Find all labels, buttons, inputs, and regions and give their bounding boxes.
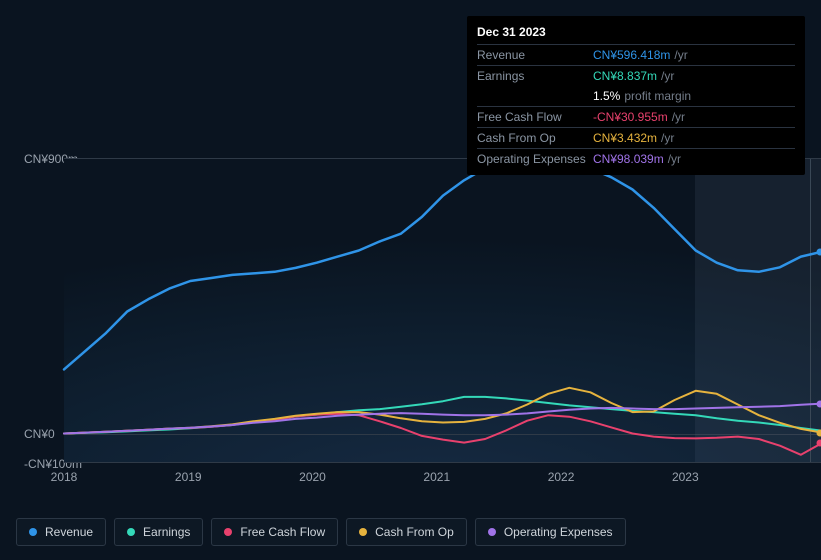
tooltip-label: Earnings	[477, 69, 593, 83]
series-opex	[64, 404, 821, 434]
tooltip-label: Operating Expenses	[477, 152, 593, 166]
chart-legend: Revenue Earnings Free Cash Flow Cash From O…	[16, 518, 626, 546]
tooltip-row: Operating ExpensesCN¥98.039m/yr	[477, 148, 795, 169]
tooltip-row: RevenueCN¥596.418m/yr	[477, 44, 795, 65]
x-tick: 2023	[672, 470, 699, 484]
legend-label: Free Cash Flow	[240, 525, 325, 539]
series-end-marker	[817, 400, 821, 407]
legend-label: Operating Expenses	[504, 525, 613, 539]
legend-label: Revenue	[45, 525, 93, 539]
tooltip-row: Cash From OpCN¥3.432m/yr	[477, 127, 795, 148]
tooltip-row: EarningsCN¥8.837m/yr	[477, 65, 795, 86]
x-tick: 2022	[548, 470, 575, 484]
legend-dot	[29, 528, 37, 536]
chart-lines	[64, 159, 821, 464]
x-tick: 2019	[175, 470, 202, 484]
chart-plot-area[interactable]	[64, 158, 821, 463]
legend-item[interactable]: Cash From Op	[346, 518, 467, 546]
series-fcf	[64, 414, 821, 455]
legend-dot	[359, 528, 367, 536]
tooltip-value: -CN¥30.955m/yr	[593, 110, 685, 124]
tooltip-row: 1.5%profit margin	[477, 86, 795, 106]
tooltip-label	[477, 89, 593, 103]
tooltip-value: CN¥8.837m/yr	[593, 69, 674, 83]
legend-label: Earnings	[143, 525, 190, 539]
legend-dot	[224, 528, 232, 536]
chart-tooltip: Dec 31 2023 RevenueCN¥596.418m/yrEarning…	[467, 16, 805, 175]
series-end-marker	[817, 429, 821, 436]
legend-label: Cash From Op	[375, 525, 454, 539]
tooltip-date: Dec 31 2023	[477, 22, 795, 44]
x-tick: 2020	[299, 470, 326, 484]
legend-item[interactable]: Revenue	[16, 518, 106, 546]
series-end-marker	[817, 248, 821, 255]
series-revenue	[64, 159, 821, 369]
legend-item[interactable]: Earnings	[114, 518, 203, 546]
tooltip-value: CN¥3.432m/yr	[593, 131, 674, 145]
tooltip-label: Revenue	[477, 48, 593, 62]
tooltip-row: Free Cash Flow-CN¥30.955m/yr	[477, 106, 795, 127]
tooltip-label: Cash From Op	[477, 131, 593, 145]
legend-item[interactable]: Operating Expenses	[475, 518, 626, 546]
x-tick: 2021	[423, 470, 450, 484]
tooltip-label: Free Cash Flow	[477, 110, 593, 124]
x-axis: 201820192020202120222023	[64, 470, 821, 492]
y-label-zero: CN¥0	[24, 427, 55, 441]
legend-dot	[127, 528, 135, 536]
legend-item[interactable]: Free Cash Flow	[211, 518, 338, 546]
x-tick: 2018	[51, 470, 78, 484]
series-cfo	[64, 388, 821, 434]
series-end-marker	[817, 439, 821, 446]
tooltip-value: CN¥596.418m/yr	[593, 48, 688, 62]
tooltip-value: CN¥98.039m/yr	[593, 152, 681, 166]
legend-dot	[488, 528, 496, 536]
tooltip-value: 1.5%profit margin	[593, 89, 691, 103]
